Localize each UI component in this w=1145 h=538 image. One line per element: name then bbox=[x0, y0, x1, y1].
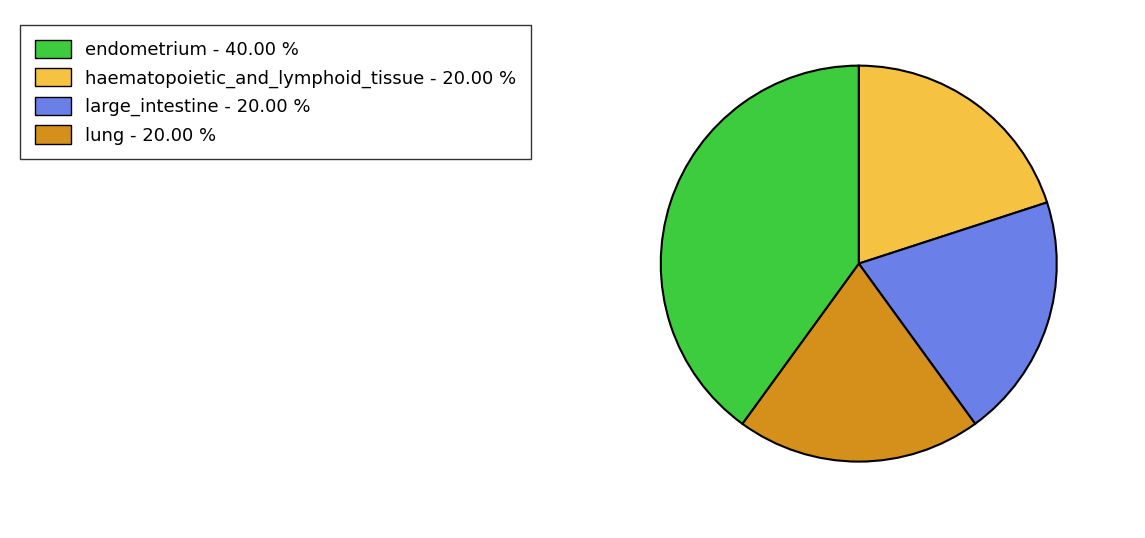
Wedge shape bbox=[859, 66, 1047, 264]
Wedge shape bbox=[661, 66, 859, 424]
Wedge shape bbox=[742, 264, 976, 462]
Wedge shape bbox=[859, 202, 1057, 424]
Legend: endometrium - 40.00 %, haematopoietic_and_lymphoid_tissue - 20.00 %, large_intes: endometrium - 40.00 %, haematopoietic_an… bbox=[21, 25, 531, 159]
